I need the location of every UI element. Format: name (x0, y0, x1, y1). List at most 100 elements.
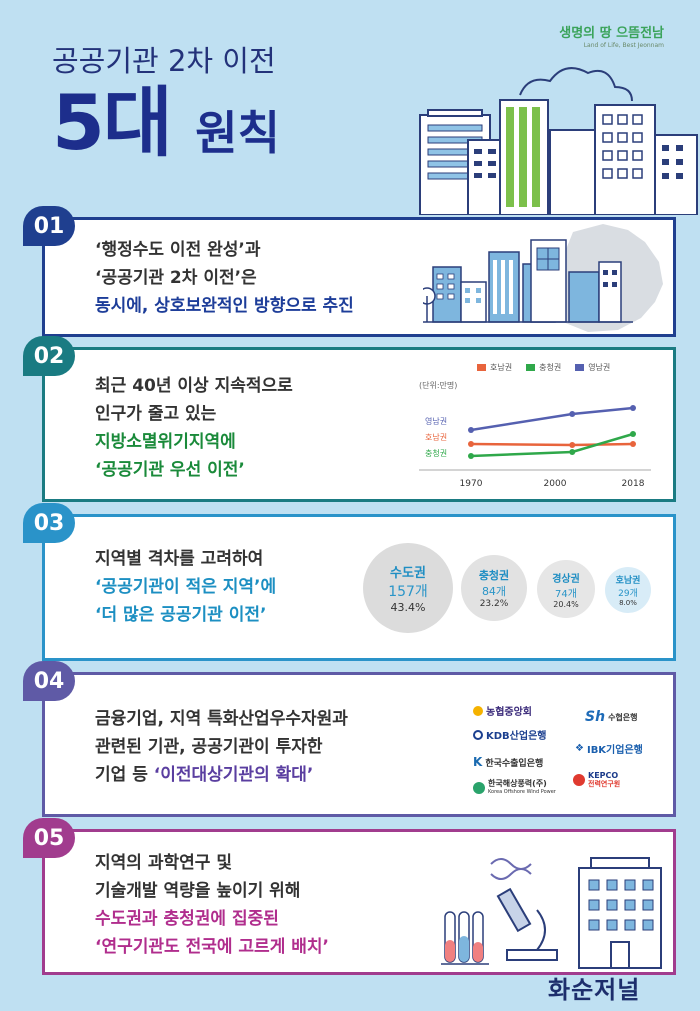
principle-text-04: 금융기업, 지역 특화산업우수자원과 관련된 기관, 공공기관이 투자한 기업 … (95, 705, 348, 789)
title-big: 5대 (52, 78, 173, 167)
principle-05-line-2: 기술개발 역량을 높이기 위해 (95, 881, 301, 901)
series-line-0 (470, 442, 634, 447)
principle-panel-01: 01 ‘행정수도 이전 완성’과 ‘공공기관 2차 이전’은 동시에, 상호보완… (23, 206, 676, 337)
principle-03-emphasis-2: ‘더 많은 공공기관 이전’ (95, 605, 267, 625)
footer-logo: 화순저널 (548, 975, 641, 1004)
region-percent: 23.2% (479, 599, 509, 609)
dna-icon (490, 858, 532, 880)
principle-text-01: ‘행정수도 이전 완성’과 ‘공공기관 2차 이전’은 동시에, 상호보완적인 … (95, 236, 354, 320)
series-0-point-0 (468, 441, 474, 447)
series-1-point-2 (630, 431, 636, 437)
principle-text-03: 지역별 격차를 고려하여 ‘공공기관이 적은 지역’에 ‘더 많은 공공기관 이… (95, 545, 276, 629)
population-line-chart: (단위:만명) 영남권 호남권 충청권 1970 2000 2018 (419, 380, 651, 489)
principle-03-line-1: 지역별 격차를 고려하여 (95, 549, 264, 569)
kwp-logo-icon (473, 782, 485, 794)
principle-05-line-1: 지역의 과학연구 및 (95, 853, 232, 873)
principle-panel-05: 05 지역의 과학연구 및 기술개발 역량을 높이기 위해 수도권과 충청권에 … (23, 818, 676, 975)
principle-01-emphasis: 동시에, 상호보완적인 방향으로 추진 (95, 296, 354, 316)
x-tick-2018: 2018 (622, 479, 645, 489)
series-0-point-2 (630, 441, 636, 447)
series-2-point-1 (569, 411, 576, 417)
title-small: 원칙 (195, 106, 280, 160)
region-count: 84개 (481, 585, 507, 598)
logo-sub-text: Land of Life, Best Jeonnam (583, 42, 664, 49)
principle-03-emphasis-1: ‘공공기관이 적은 지역’에 (95, 577, 277, 597)
city-buildings-illustration (419, 67, 698, 215)
principle-04-line-2: 관련된 기관, 공공기관이 투자한 (95, 737, 323, 757)
korea-map-city-illustration (423, 224, 663, 332)
region-name: 수도권 (390, 566, 426, 581)
legend-item-honam: 호남권 (477, 362, 512, 373)
principle-badge-04: 04 (23, 661, 75, 701)
bank-logo-ibk: ❖ IBK기업은행 (575, 743, 643, 756)
region-count: 74개 (555, 588, 577, 600)
page-title: 5대 원칙 (52, 78, 280, 178)
series-label-chungcheong: 충청권 (425, 448, 447, 458)
sh-logo-icon: Sh (585, 709, 606, 725)
test-tubes-icon (441, 911, 489, 965)
region-circle-gyeongsang: 경상권 74개 20.4% (537, 560, 595, 618)
principle-badge-03: 03 (23, 503, 75, 543)
region-count: 29개 (618, 589, 638, 599)
principle-panel-02: 02 최근 40년 이상 지속적으로 인구가 줄고 있는 지방소멸위기지역에 ‘… (23, 336, 676, 502)
legend-item-chungcheong: 충청권 (526, 362, 561, 373)
series-1-point-1 (569, 449, 576, 455)
series-label-yeongnam: 영남권 (425, 416, 447, 426)
nh-logo-icon (473, 705, 483, 716)
principle-panel-04: 04 금융기업, 지역 특화산업우수자원과 관련된 기관, 공공기관이 투자한 … (23, 661, 676, 817)
principle-04-line-3: 기업 등 ‘이전대상기관의 확대’ (95, 765, 314, 785)
bank-logo-sh: Sh 수협은행 (585, 709, 638, 725)
research-building-icon (578, 857, 662, 969)
region-count: 157개 (388, 584, 428, 600)
bank-logo-kwp: 한국해상풍력(주) Korea Offshore Wind Power (473, 779, 556, 797)
microscope-icon (496, 887, 558, 961)
principle-05-emphasis-1: 수도권과 충청권에 집중된 (95, 909, 279, 929)
chart-legend: 호남권 충청권 영남권 (477, 362, 610, 373)
series-2-point-2 (630, 405, 636, 411)
x-tick-2000: 2000 (544, 479, 567, 489)
principle-badge-01: 01 (23, 206, 75, 246)
logo-main-text: 생명의 땅 으뜸전남 (559, 26, 664, 41)
chart-unit-label: (단위:만명) (419, 380, 457, 390)
principle-04-emphasis: ‘이전대상기관의 확대’ (153, 765, 314, 785)
ibk-logo-icon: ❖ (575, 743, 584, 754)
bank-logo-kepco: KEPCO 전력연구원 (573, 771, 620, 789)
series-line-2 (470, 406, 634, 432)
series-0-point-1 (569, 442, 576, 448)
principle-badge-05: 05 (23, 818, 75, 858)
region-name: 경상권 (552, 573, 580, 585)
bank-logo-kexim: K 한국수출입은행 (473, 755, 544, 769)
region-circle-sudogwon: 수도권 157개 43.4% (363, 543, 453, 633)
principle-01-line-2: ‘공공기관 2차 이전’은 (95, 268, 257, 288)
principle-panel-03: 03 지역별 격차를 고려하여 ‘공공기관이 적은 지역’에 ‘더 많은 공공기… (23, 503, 676, 661)
series-2-point-0 (468, 427, 474, 433)
kwp-sub: Korea Offshore Wind Power (488, 789, 556, 795)
x-tick-1970: 1970 (460, 479, 483, 489)
region-percent: 43.4% (390, 601, 426, 614)
kepco-name: KEPCO (588, 771, 619, 780)
jeonnam-logo: 생명의 땅 으뜸전남 Land of Life, Best Jeonnam (559, 22, 664, 49)
page-subtitle: 공공기관 2차 이전 (52, 44, 276, 78)
principle-02-emphasis-2: ‘공공기관 우선 이전’ (95, 460, 245, 480)
principle-02-emphasis-1: 지방소멸위기지역에 (95, 432, 236, 452)
bank-logo-kdb: KDB산업은행 (473, 727, 546, 742)
kdb-logo-icon (473, 729, 483, 740)
principle-02-line-1: 최근 40년 이상 지속적으로 (95, 376, 293, 396)
principle-02-line-2: 인구가 줄고 있는 (95, 404, 217, 424)
series-label-honam: 호남권 (425, 432, 447, 442)
region-name: 충청권 (478, 569, 510, 582)
region-percent: 8.0% (619, 599, 637, 607)
region-percent: 20.4% (553, 599, 579, 609)
principle-01-line-1: ‘행정수도 이전 완성’과 (95, 240, 261, 260)
region-circle-honam: 호남권 29개 8.0% (605, 567, 651, 613)
kwp-name: 한국해상풍력(주) (488, 779, 547, 788)
series-1-point-0 (468, 453, 474, 459)
research-lab-illustration (441, 857, 662, 969)
kepco-sub: 전력연구원 (588, 780, 621, 788)
bank-logo-nh: 농협중앙회 (473, 703, 532, 718)
principle-badge-02: 02 (23, 336, 75, 376)
region-circle-chungcheong: 충청권 84개 23.2% (461, 555, 527, 621)
principle-05-emphasis-2: ‘연구기관도 전국에 고르게 배치’ (95, 937, 329, 957)
principle-04-line-1: 금융기업, 지역 특화산업우수자원과 (95, 709, 348, 729)
principle-text-05: 지역의 과학연구 및 기술개발 역량을 높이기 위해 수도권과 충청권에 집중된… (95, 849, 329, 961)
